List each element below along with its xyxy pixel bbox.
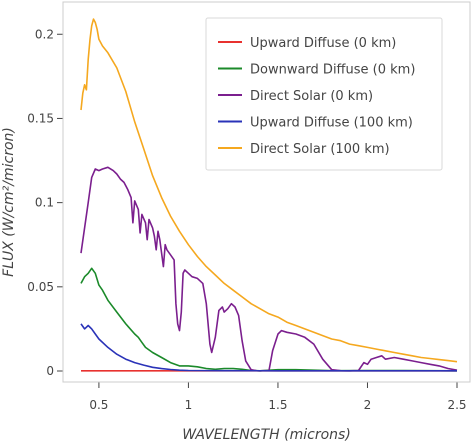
x-axis: 0.5 1 1.5 2 2.5 <box>89 382 467 412</box>
y-tick-label: 0 <box>46 364 54 378</box>
x-tick-label: 0.5 <box>89 398 108 412</box>
y-tick-label: 0.1 <box>35 196 54 210</box>
legend-box <box>205 17 443 171</box>
series-line <box>80 267 458 372</box>
x-tick-label: 2 <box>364 398 372 412</box>
y-axis: 0 0.05 0.1 0.15 0.2 <box>27 27 63 378</box>
legend-label: Direct Solar (100 km) <box>250 142 390 157</box>
x-tick-label: 2.5 <box>447 398 466 412</box>
legend-items: Upward Diffuse (0 km) Downward Diffuse (0… <box>218 36 415 157</box>
plot-frame <box>62 1 471 383</box>
series-lines <box>80 18 458 372</box>
y-tick-label: 0.2 <box>35 27 54 41</box>
x-tick-label: 1 <box>185 398 193 412</box>
legend-label: Upward Diffuse (100 km) <box>250 116 413 131</box>
y-tick-label: 0.05 <box>27 280 54 294</box>
y-axis-label: FLUX (W/cm²/micron) <box>1 127 17 277</box>
legend-label: Downward Diffuse (0 km) <box>250 63 415 78</box>
legend: Upward Diffuse (0 km) Downward Diffuse (0… <box>205 17 443 171</box>
series-line <box>80 18 458 363</box>
x-tick-label: 1.5 <box>268 398 287 412</box>
y-tick-label: 0.15 <box>27 111 54 125</box>
x-axis-label: WAVELENGTH (microns) <box>182 427 351 443</box>
series-line <box>80 166 458 372</box>
legend-label: Direct Solar (0 km) <box>250 89 373 104</box>
legend-label: Upward Diffuse (0 km) <box>250 36 396 51</box>
series-line <box>80 323 457 372</box>
